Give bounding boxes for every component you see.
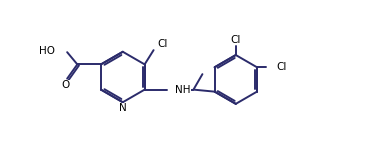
Text: Cl: Cl xyxy=(276,62,286,72)
Text: Cl: Cl xyxy=(230,35,241,45)
Text: HO: HO xyxy=(39,46,55,56)
Text: NH: NH xyxy=(175,85,191,95)
Text: Cl: Cl xyxy=(158,39,168,49)
Text: O: O xyxy=(62,80,70,90)
Text: N: N xyxy=(119,103,126,113)
